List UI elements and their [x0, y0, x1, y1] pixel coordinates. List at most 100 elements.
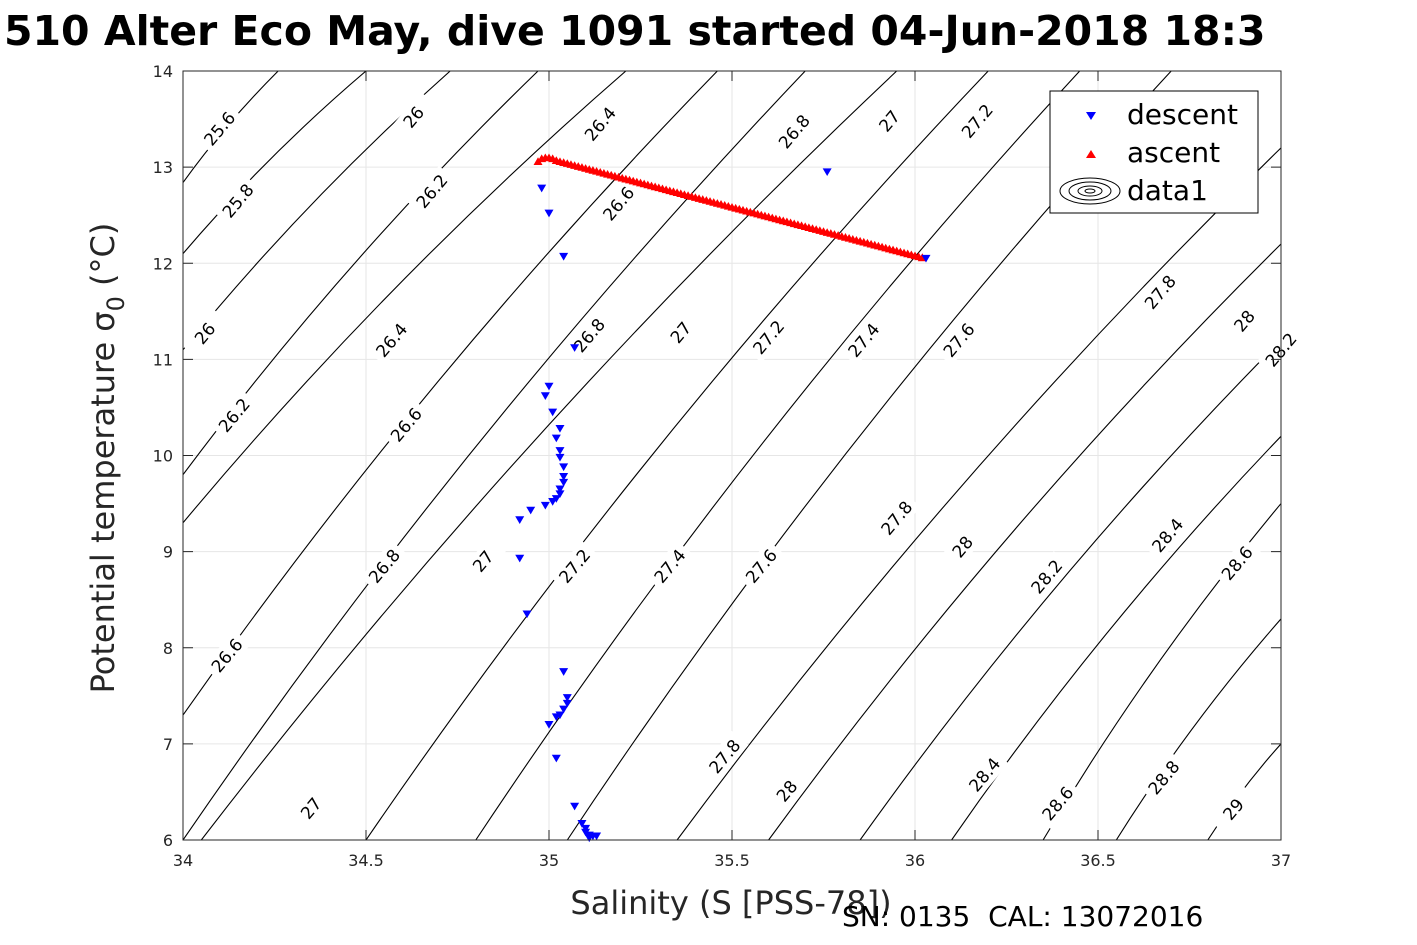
- legend-data1-label: data1: [1127, 174, 1208, 207]
- y-axis-label-unit: (°C): [84, 223, 122, 296]
- contour-label-bg: [389, 91, 438, 143]
- contour-label-bg: [594, 178, 643, 230]
- contour-label-bg: [287, 782, 335, 834]
- descent-point: [540, 392, 550, 400]
- contour-label-bg: [938, 521, 987, 573]
- contour-label-bg: [865, 95, 914, 147]
- descent-point: [570, 344, 580, 352]
- legend-contour-marker: [1059, 177, 1121, 205]
- contour-label-bg: [872, 492, 921, 544]
- descent-point: [544, 209, 554, 218]
- descent-point: [548, 408, 558, 417]
- descent-point: [522, 610, 532, 619]
- descent-point: [555, 453, 565, 462]
- contour-line-27: [200, 71, 898, 840]
- descent-point: [555, 490, 565, 498]
- legend-descent-marker: [1086, 112, 1096, 120]
- descent-point: [537, 184, 547, 193]
- y-tick-label: 10: [153, 447, 173, 466]
- x-tick-label: 34.5: [348, 851, 384, 870]
- y-tick-label: 12: [153, 254, 173, 273]
- contour-line-26.6: [183, 71, 718, 716]
- contour-label-bg: [408, 165, 456, 217]
- contour-line-28.8: [1115, 618, 1281, 840]
- contour-label-bg: [763, 765, 811, 817]
- legend-box: [1049, 90, 1259, 214]
- descent-point: [559, 473, 569, 481]
- legend-ascent-label: ascent: [1127, 136, 1220, 169]
- descent-point: [584, 834, 594, 843]
- x-axis-label: Salinity (S [PSS-78]): [570, 884, 891, 922]
- y-tick-label: 9: [163, 543, 173, 562]
- contour-label-bg: [565, 309, 614, 361]
- contour-line-26.8: [183, 71, 806, 840]
- contour-label-bg: [839, 314, 888, 366]
- descent-point: [559, 668, 569, 676]
- descent-point: [822, 168, 832, 176]
- descent-point: [559, 478, 569, 487]
- contour-label-bg: [1033, 778, 1082, 829]
- x-axis-ticks: 34 34.5 35 35.5 36 36.5 37: [173, 71, 1291, 870]
- legend-descent-label: descent: [1127, 98, 1238, 131]
- descent-point: [551, 713, 561, 722]
- contour-line-27.4: [475, 71, 1081, 840]
- descent-point: [581, 824, 591, 833]
- descent-point: [555, 424, 565, 433]
- descent-point: [551, 434, 561, 443]
- descent-point: [555, 447, 565, 455]
- contour-label-bg: [656, 307, 705, 358]
- contour-label-bg: [576, 98, 625, 150]
- contour-labels: 25.6 26 26.4 26.8 27 27.225.8 26.2 26.626 26.4 26…: [181, 91, 1305, 835]
- descent-point: [577, 820, 587, 828]
- chart-title: 510 Alter Eco May, dive 1091 started 04-…: [4, 7, 1266, 55]
- contour-label-bg: [1136, 266, 1185, 318]
- contour-label-bg: [550, 540, 599, 592]
- contour-label-bg: [203, 629, 251, 681]
- y-tick-label: 7: [163, 735, 173, 754]
- descent-point: [544, 382, 554, 391]
- y-tick-label: 11: [153, 350, 173, 369]
- x-tick-label: 36.5: [1080, 851, 1116, 870]
- descent-point: [555, 485, 565, 494]
- descent-point: [559, 463, 569, 472]
- legend: descent ascent data1: [1049, 90, 1259, 214]
- contour-line-28: [768, 243, 1281, 840]
- descent-point: [526, 506, 536, 515]
- descent-point: [515, 516, 525, 524]
- contour-label-bg: [214, 175, 262, 227]
- contour-line-28.2: [859, 339, 1281, 840]
- y-axis-label-subscript: 0: [102, 296, 130, 311]
- contour-label-bg: [1140, 752, 1188, 803]
- descent-point: [551, 754, 561, 763]
- descent-point: [540, 501, 550, 510]
- descent-point: [562, 694, 572, 702]
- contour-label-bg: [210, 389, 259, 441]
- descent-point: [544, 721, 554, 729]
- descent-point: [548, 498, 558, 506]
- y-tick-label: 13: [153, 158, 173, 177]
- contour-label-bg: [181, 307, 229, 359]
- contour-label-bg: [459, 535, 507, 587]
- contour-label-bg: [645, 540, 694, 592]
- y-axis-label: Potential temperature σ0 (°C): [84, 223, 130, 694]
- x-tick-label: 34: [173, 851, 193, 870]
- descent-point: [559, 705, 569, 714]
- contour-label-bg: [367, 314, 416, 366]
- footer-serial-cal: SN: 0135 CAL: 13072016: [842, 900, 1204, 933]
- descent-point: [562, 699, 572, 708]
- data-markers: [515, 153, 931, 843]
- contour-label-bg: [360, 540, 409, 592]
- contour-line-25.8: [183, 71, 367, 254]
- contour-label-bg: [953, 95, 1002, 147]
- contour-label-bg: [1143, 509, 1192, 561]
- legend-ascent-marker: [1086, 150, 1096, 158]
- x-tick-label: 37: [1271, 851, 1291, 870]
- y-axis-ticks: 6 7 8 9 10 11 12 13 14: [153, 62, 1281, 850]
- y-tick-label: 8: [163, 639, 173, 658]
- y-tick-label: 14: [153, 62, 173, 81]
- y-tick-label: 6: [163, 831, 173, 850]
- contour-line-27.2: [365, 71, 989, 840]
- contour-label-bg: [737, 540, 786, 592]
- contour-label-bg: [960, 749, 1009, 801]
